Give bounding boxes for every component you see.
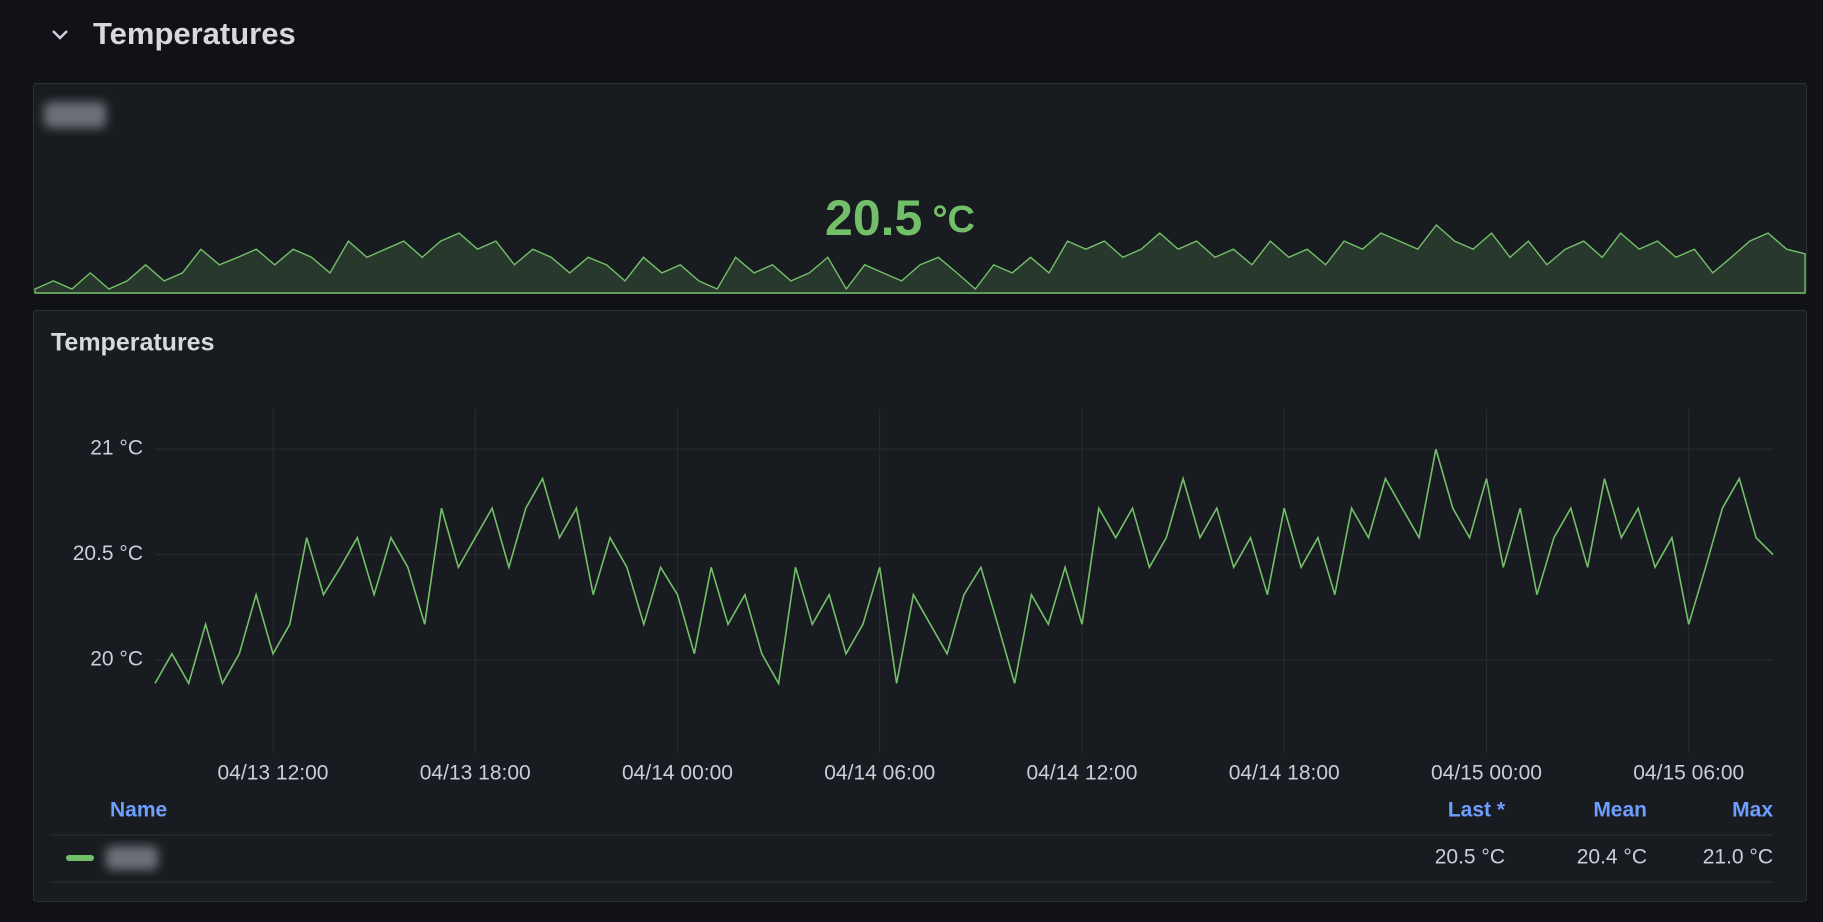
panel-title[interactable]: Temperatures <box>51 329 215 357</box>
plot: 20 °C 20.5 °C 21 °C 04/13 12:00 04/13 18:00 0… <box>73 409 1774 785</box>
stat-number: 20.5 <box>825 190 922 246</box>
series-line <box>154 448 1774 686</box>
x-tick-label: 04/14 12:00 <box>1027 762 1138 785</box>
collapse-chevron[interactable] <box>52 30 68 40</box>
x-tick-label: 04/13 12:00 <box>218 762 329 785</box>
sparkline <box>34 223 1806 294</box>
stat-unit: °C <box>932 199 975 241</box>
y-tick-label: 20.5 °C <box>73 542 143 565</box>
stat-value: 20.5 °C <box>825 190 975 246</box>
legend-header[interactable]: Max <box>1732 799 1773 822</box>
x-tick-label: 04/14 00:00 <box>622 762 733 785</box>
legend-swatch[interactable] <box>66 855 94 861</box>
x-tick-label: 04/13 18:00 <box>420 762 531 785</box>
blurred-series-name <box>106 846 158 870</box>
x-tick-label: 04/15 00:00 <box>1431 762 1542 785</box>
blurred-name <box>44 102 106 128</box>
y-tick-label: 20 °C <box>90 648 143 671</box>
legend-header[interactable]: Name <box>110 799 167 822</box>
legend-header[interactable]: Last * <box>1448 799 1506 822</box>
legend-value: 20.4 °C <box>1577 846 1647 869</box>
x-tick-label: 04/15 06:00 <box>1633 762 1744 785</box>
legend-value: 21.0 °C <box>1703 846 1773 869</box>
row-title[interactable]: Temperatures <box>93 16 296 51</box>
y-tick-label: 21 °C <box>90 437 143 460</box>
x-tick-label: 04/14 18:00 <box>1229 762 1340 785</box>
legend-header[interactable]: Mean <box>1593 799 1647 822</box>
sparkline-area <box>34 223 1806 294</box>
x-tick-label: 04/14 06:00 <box>824 762 935 785</box>
legend-value: 20.5 °C <box>1435 846 1505 869</box>
